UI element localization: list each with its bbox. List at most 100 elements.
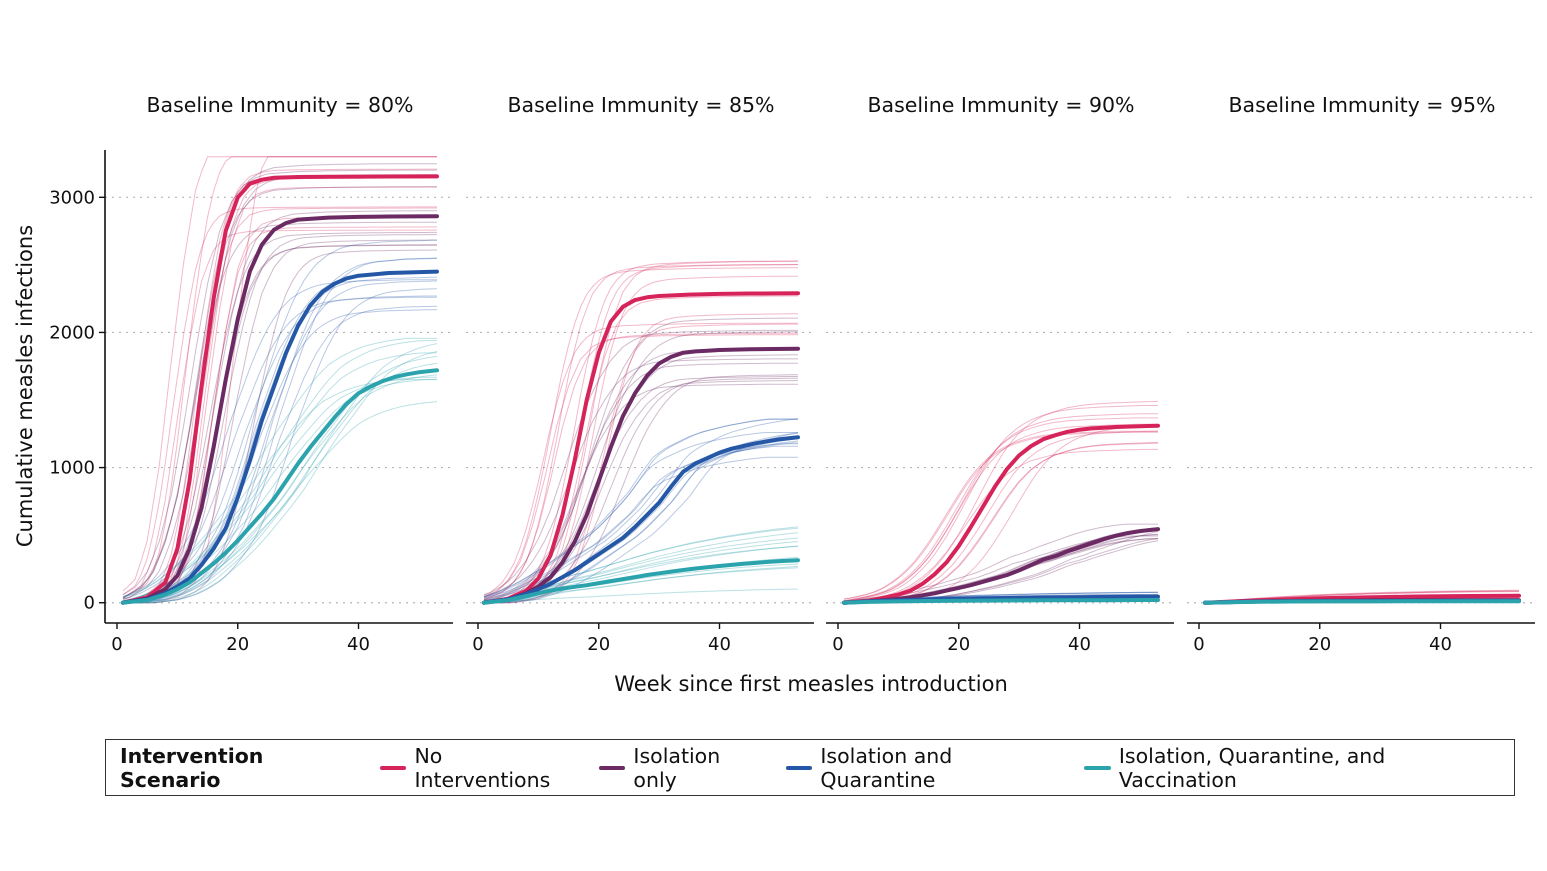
replicate-line-isolation-and-quarantine-panel-2-6	[483, 432, 798, 597]
replicate-line-isolation-quarantine-and-vaccination-panel-1-3	[123, 351, 438, 604]
replicate-line-isolation-and-quarantine-panel-1-9	[122, 239, 437, 603]
replicate-line-isolation-quarantine-and-vaccination-panel-2-9	[484, 567, 799, 604]
replicate-line-no-interventions-panel-2-1	[483, 260, 798, 603]
series-line-no-interventions-panel-3	[842, 423, 1160, 605]
x-tick-label-20-panel-1: 20	[226, 634, 249, 655]
replicate-line-isolation-only-panel-3-3	[844, 531, 1159, 604]
replicate-line-isolation-only-panel-2-10	[483, 329, 798, 596]
replicate-line-isolation-only-panel-1-3	[122, 210, 437, 603]
panel-title-2: Baseline Immunity = 85%	[507, 93, 774, 117]
series-line-isolation-quarantine-and-vaccination-panel-2	[482, 558, 800, 605]
y-tick-label-0: 0	[84, 593, 95, 614]
replicate-line-isolation-only-panel-1-2	[123, 249, 438, 604]
x-axis-title: Week since first measles introduction	[614, 672, 1008, 696]
replicate-line-isolation-only-panel-1-10	[122, 169, 437, 595]
legend-item-isolation-quarantine: Isolation and Quarantine	[785, 743, 1062, 792]
replicate-line-isolation-quarantine-and-vaccination-panel-1-8	[123, 355, 438, 604]
replicate-line-isolation-only-panel-2-5	[484, 374, 798, 604]
replicate-line-no-interventions-panel-3-5	[843, 423, 1158, 602]
legend-label-isolation-only: Isolation only	[633, 743, 721, 792]
series-line-no-interventions-panel-1	[121, 174, 439, 605]
replicate-line-isolation-and-quarantine-panel-1-2	[123, 257, 438, 604]
y-tick-label-1000: 1000	[49, 458, 95, 479]
x-tick-label-20-panel-3: 20	[947, 634, 970, 655]
replicate-line-no-interventions-panel-1-6	[122, 156, 437, 600]
replicate-line-isolation-only-panel-2-8	[483, 376, 798, 603]
series-line-no-interventions-panel-2	[482, 291, 800, 605]
legend-swatch-isolation-quarantine	[785, 765, 813, 770]
panel-title-3: Baseline Immunity = 90%	[867, 93, 1134, 117]
x-tick-label-0-panel-2: 0	[472, 634, 483, 655]
replicate-line-isolation-quarantine-and-vaccination-panel-2-2	[484, 566, 799, 604]
x-tick-label-40-panel-4: 40	[1429, 634, 1452, 655]
panel-title-1: Baseline Immunity = 80%	[146, 93, 413, 117]
x-tick-label-0-panel-4: 0	[1193, 634, 1204, 655]
replicate-line-isolation-only-panel-1-7	[122, 234, 437, 604]
replicate-line-isolation-only-panel-1-4	[123, 239, 437, 604]
x-tick-label-20-panel-2: 20	[587, 634, 610, 655]
legend-item-isolation-only: Isolation only	[598, 743, 764, 792]
legend-label-isolation-quarantine-vaccination: Isolation, Quarantine, and Vaccination	[1118, 743, 1386, 792]
x-tick-label-0-panel-3: 0	[832, 634, 843, 655]
replicate-line-isolation-only-panel-1-8	[122, 186, 437, 599]
series-line-isolation-only-panel-3	[842, 527, 1160, 605]
replicate-line-isolation-and-quarantine-panel-2-10	[483, 418, 798, 599]
series-line-isolation-quarantine-and-vaccination-panel-1	[121, 368, 439, 605]
x-tick-label-40-panel-1: 40	[347, 634, 370, 655]
legend-item-no-interventions: No Interventions	[379, 743, 577, 792]
replicate-line-no-interventions-panel-3-11	[843, 405, 1158, 602]
replicate-line-isolation-and-quarantine-panel-1-10	[122, 276, 437, 603]
y-axis-title: Cumulative measles infections	[13, 225, 37, 547]
replicate-line-isolation-only-panel-1-5	[122, 163, 437, 599]
replicate-line-no-interventions-panel-2-12	[484, 323, 798, 604]
replicate-line-no-interventions-panel-2-8	[483, 264, 798, 600]
x-tick-label-0-panel-1: 0	[111, 634, 122, 655]
replicate-line-isolation-and-quarantine-panel-1-6	[123, 257, 438, 604]
replicate-line-no-interventions-panel-2-4	[484, 313, 798, 604]
legend-swatch-isolation-only	[598, 765, 626, 770]
replicate-line-no-interventions-panel-1-7	[123, 226, 437, 604]
x-tick-label-40-panel-3: 40	[1068, 634, 1091, 655]
replicate-line-isolation-quarantine-and-vaccination-panel-2-7	[483, 588, 798, 604]
replicate-line-isolation-quarantine-and-vaccination-panel-1-11	[123, 374, 438, 604]
series-line-isolation-only-panel-2	[482, 346, 800, 605]
y-tick-label-2000: 2000	[49, 322, 95, 343]
legend-swatch-isolation-quarantine-vaccination	[1084, 765, 1111, 770]
replicate-line-isolation-only-panel-2-12	[483, 317, 798, 602]
series-line-isolation-only-panel-1	[121, 214, 439, 605]
replicate-line-isolation-and-quarantine-panel-1-1	[123, 280, 438, 604]
replicate-line-isolation-only-panel-2-3	[483, 358, 798, 598]
replicate-line-isolation-quarantine-and-vaccination-panel-1-6	[122, 379, 437, 602]
x-tick-label-20-panel-4: 20	[1308, 634, 1331, 655]
replicate-line-no-interventions-panel-1-4	[122, 156, 437, 592]
legend-swatch-no-interventions	[379, 765, 407, 770]
legend: Intervention Scenario No Interventions I…	[105, 739, 1515, 796]
replicate-line-isolation-only-panel-1-9	[122, 231, 437, 602]
y-tick-label-3000: 3000	[49, 187, 95, 208]
legend-label-isolation-quarantine: Isolation and Quarantine	[820, 743, 953, 792]
replicate-line-no-interventions-panel-1-12	[123, 156, 437, 604]
replicate-line-isolation-quarantine-and-vaccination-panel-1-5	[122, 401, 438, 604]
replicate-line-isolation-and-quarantine-panel-1-12	[123, 305, 438, 604]
legend-item-isolation-quarantine-vaccination: Isolation, Quarantine, and Vaccination	[1084, 744, 1492, 792]
replicate-line-isolation-quarantine-and-vaccination-panel-1-12	[122, 337, 437, 599]
replicate-line-isolation-only-panel-1-12	[122, 244, 437, 603]
series-line-isolation-quarantine-and-vaccination-panel-3	[842, 598, 1160, 605]
replicate-line-isolation-only-panel-2-4	[483, 362, 798, 601]
replicate-line-no-interventions-panel-3-1	[843, 431, 1158, 600]
replicate-line-no-interventions-panel-2-10	[483, 334, 798, 598]
replicate-line-no-interventions-panel-4-10	[1204, 589, 1519, 603]
replicate-line-isolation-quarantine-and-vaccination-panel-1-2	[123, 343, 438, 604]
replicate-line-isolation-only-panel-2-11	[483, 331, 798, 603]
legend-title: Intervention Scenario	[120, 743, 264, 792]
replicate-line-no-interventions-panel-2-9	[483, 332, 798, 600]
replicate-line-isolation-and-quarantine-panel-2-3	[483, 419, 798, 598]
legend-label-no-interventions: No Interventions	[414, 743, 551, 792]
replicate-line-no-interventions-panel-1-1	[122, 168, 437, 604]
replicate-line-isolation-and-quarantine-panel-1-3	[122, 296, 437, 600]
replicate-line-no-interventions-panel-3-8	[843, 430, 1158, 600]
series-line-isolation-and-quarantine-panel-1	[121, 269, 439, 605]
replicate-line-no-interventions-panel-1-11	[122, 229, 437, 599]
replicate-line-no-interventions-panel-3-9	[843, 417, 1158, 602]
